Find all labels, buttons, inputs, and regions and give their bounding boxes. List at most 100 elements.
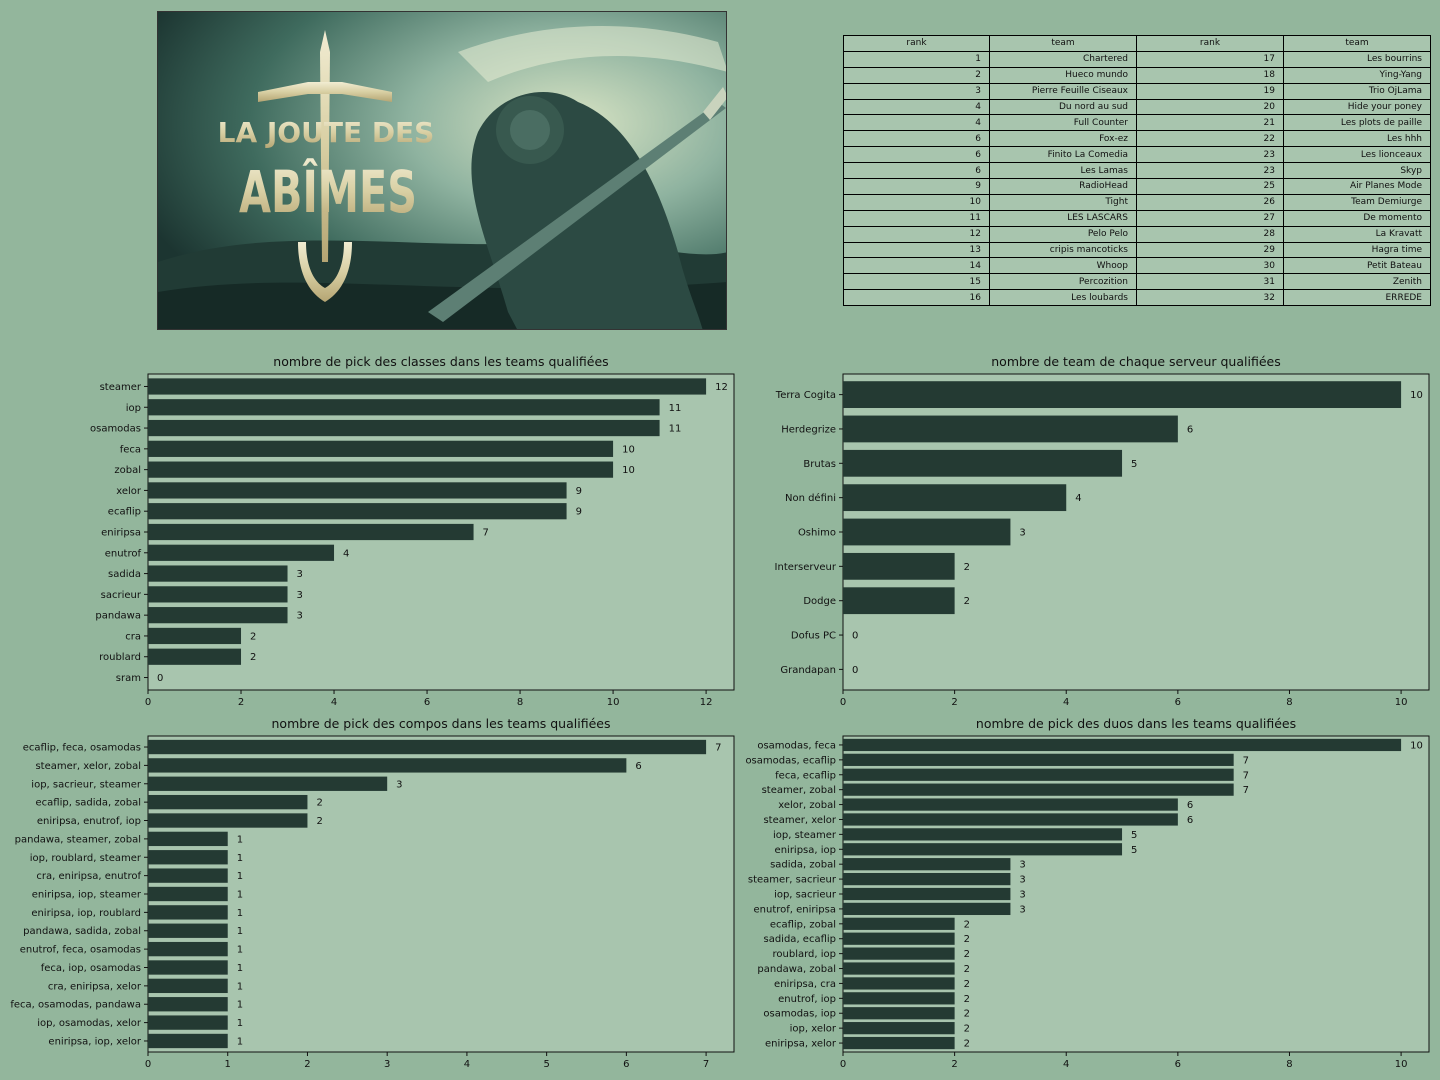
value-label: 1 xyxy=(237,1018,243,1029)
team-cell: Team Demiurge xyxy=(1283,193,1431,211)
category-label: osamodas, feca xyxy=(757,740,836,751)
chart-compos: nombre de pick des compos dans les teams… xyxy=(0,710,740,1080)
category-label: ecaflip, feca, osamodas xyxy=(23,743,141,754)
x-tick-label: 4 xyxy=(1063,697,1069,708)
bar xyxy=(148,776,388,791)
value-label: 1 xyxy=(237,963,243,974)
bar xyxy=(148,419,660,437)
category-label: iop, roublard, steamer xyxy=(30,853,142,864)
category-label: feca, iop, osamodas xyxy=(41,963,141,974)
category-label: Grandapan xyxy=(780,665,836,676)
bar xyxy=(148,523,474,541)
bar xyxy=(148,886,228,902)
rank-cell: 27 xyxy=(1136,209,1284,227)
bar xyxy=(843,1007,955,1020)
category-label: eniripsa, enutrof, iop xyxy=(37,816,141,827)
bar xyxy=(148,941,228,957)
team-cell: Les loubards xyxy=(989,289,1137,307)
category-label: Non défini xyxy=(785,492,836,504)
bar xyxy=(148,399,660,416)
bar xyxy=(843,872,1011,886)
value-label: 3 xyxy=(1019,890,1025,901)
team-cell: Fox-ez xyxy=(989,130,1137,148)
ranking-row: 15 Percozition 31 Zenith xyxy=(843,273,1431,291)
bar xyxy=(148,378,707,395)
bar xyxy=(148,868,228,883)
bar xyxy=(148,607,288,624)
rank-cell: 4 xyxy=(843,114,990,132)
value-label: 2 xyxy=(964,934,970,945)
value-label: 1 xyxy=(237,945,243,956)
value-label: 11 xyxy=(669,403,682,414)
value-label: 6 xyxy=(1187,815,1193,826)
value-label: 7 xyxy=(1243,785,1249,796)
rank-cell: 6 xyxy=(843,162,990,180)
team-cell: Du nord au sud xyxy=(989,98,1137,116)
chart-svg: nombre de pick des compos dans les teams… xyxy=(10,716,735,1070)
team-cell: Les hhh xyxy=(1283,130,1431,148)
bar xyxy=(843,738,1402,752)
bar xyxy=(843,587,955,615)
x-tick-label: 0 xyxy=(145,697,151,708)
x-tick-label: 8 xyxy=(1286,697,1292,708)
category-label: sadida, zobal xyxy=(770,860,836,871)
value-label: 1 xyxy=(237,908,243,919)
ranking-row: 4 Du nord au sud 20 Hide your poney xyxy=(843,98,1431,116)
x-tick-label: 5 xyxy=(543,1059,549,1070)
value-label: 0 xyxy=(852,631,858,642)
bar xyxy=(843,415,1178,443)
rank-cell: 32 xyxy=(1136,289,1284,307)
value-label: 2 xyxy=(964,596,970,607)
category-label: sacrieur xyxy=(101,590,142,601)
bar xyxy=(843,947,955,960)
ranking-row: 2 Hueco mundo 18 Ying-Yang xyxy=(843,66,1431,84)
bar xyxy=(148,544,335,561)
rank-cell: 25 xyxy=(1136,178,1284,195)
chart-svg: nombre de pick des duos dans les teams q… xyxy=(745,716,1430,1070)
bar xyxy=(148,758,627,773)
category-label: cra, eniripsa, xelor xyxy=(48,981,142,992)
rank-cell: 20 xyxy=(1136,98,1284,116)
bar xyxy=(148,850,228,865)
team-cell: Full Counter xyxy=(989,114,1137,132)
category-label: osamodas xyxy=(90,424,141,435)
team-cell: Pelo Pelo xyxy=(989,225,1137,243)
x-tick-label: 7 xyxy=(703,1059,709,1070)
bar xyxy=(843,813,1178,826)
bar xyxy=(148,627,242,645)
bar xyxy=(148,997,228,1012)
rank-cell: 17 xyxy=(1136,50,1284,68)
rank-cell: 4 xyxy=(843,98,990,116)
chart-title: nombre de pick des compos dans les teams… xyxy=(272,716,611,731)
bar xyxy=(843,992,955,1005)
x-tick-label: 8 xyxy=(1286,1059,1292,1070)
team-cell: Air Planes Mode xyxy=(1283,178,1431,195)
ranking-row: 13 cripis mancoticks 29 Hagra time xyxy=(843,241,1431,259)
bar xyxy=(148,1033,228,1049)
value-label: 3 xyxy=(1019,904,1025,915)
bar xyxy=(843,449,1123,477)
value-label: 1 xyxy=(237,926,243,937)
value-label: 3 xyxy=(396,779,402,790)
x-tick-label: 10 xyxy=(1395,1059,1408,1070)
ranking-row: 6 Finito La Comedia 23 Les lionceaux xyxy=(843,146,1431,164)
category-label: eniripsa, cra xyxy=(774,979,836,990)
chart-duos: nombre de pick des duos dans les teams q… xyxy=(740,710,1440,1080)
bar xyxy=(843,887,1011,901)
value-label: 2 xyxy=(964,1009,970,1020)
team-cell: Pierre Feuille Ciseaux xyxy=(989,82,1137,100)
header-rank-left: rank xyxy=(843,35,990,52)
category-label: enutrof xyxy=(105,548,142,559)
bar xyxy=(843,828,1123,841)
rank-cell: 29 xyxy=(1136,241,1284,259)
value-label: 1 xyxy=(237,871,243,882)
header-team-left: team xyxy=(989,35,1137,52)
category-label: iop, xelor xyxy=(790,1024,837,1035)
value-label: 10 xyxy=(1410,390,1423,401)
value-label: 2 xyxy=(964,562,970,573)
value-label: 3 xyxy=(1019,860,1025,871)
value-label: 3 xyxy=(1019,528,1025,539)
x-tick-label: 0 xyxy=(840,1059,846,1070)
ranking-row: 3 Pierre Feuille Ciseaux 19 Trio OjLama xyxy=(843,82,1431,100)
ranking-row: 1 Chartered 17 Les bourrins xyxy=(843,50,1431,68)
